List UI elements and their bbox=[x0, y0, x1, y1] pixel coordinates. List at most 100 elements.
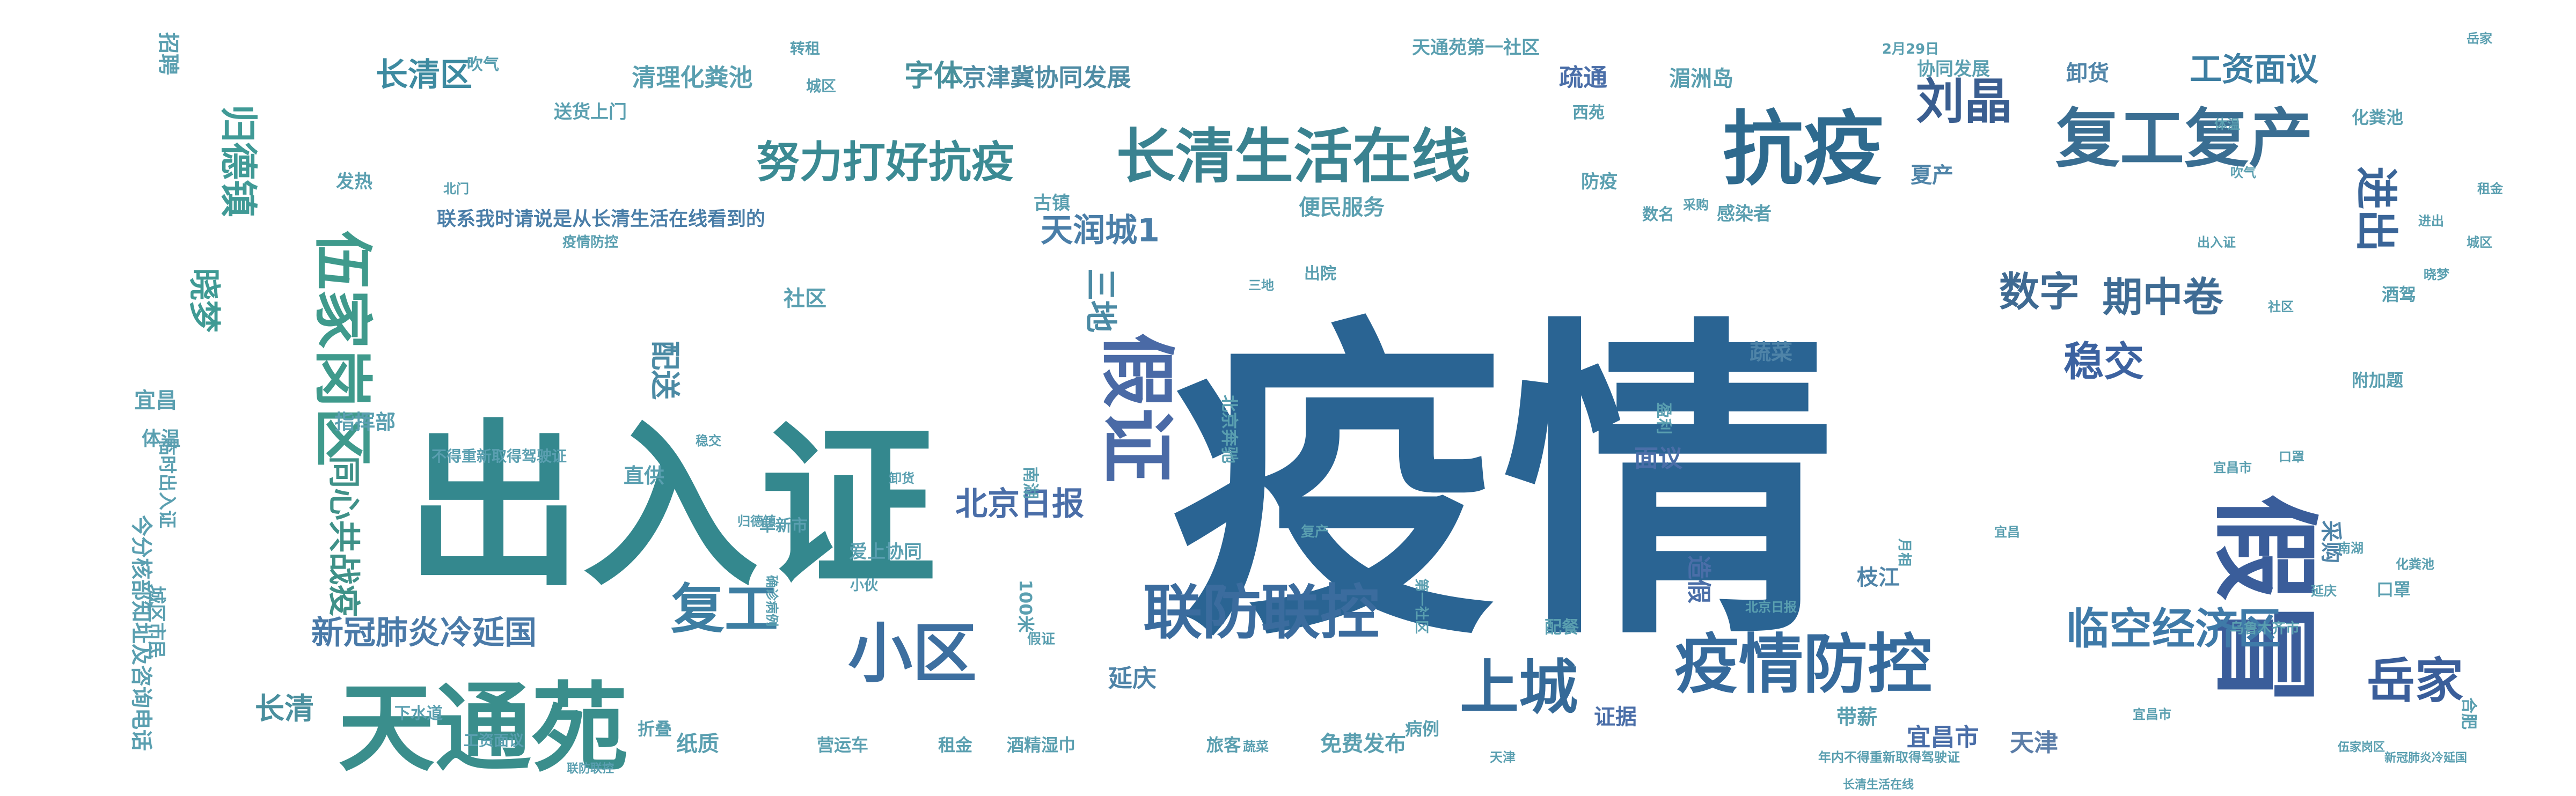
word-cloud-word: 出入证 bbox=[2197, 235, 2236, 250]
word-cloud-word: 字体 bbox=[904, 58, 963, 93]
word-cloud-word: 蔬菜 bbox=[1243, 739, 1269, 754]
word-cloud-word: 造假 bbox=[1685, 555, 1713, 603]
word-cloud-word: 卸货 bbox=[889, 471, 914, 486]
word-cloud-word: 化粪池 bbox=[2352, 107, 2403, 128]
word-cloud-word: 新冠肺炎冷延国 bbox=[311, 614, 537, 652]
word-cloud-word: 阜新市 bbox=[759, 517, 808, 535]
word-cloud-word: 指挥部 bbox=[334, 410, 396, 434]
word-cloud-word: 确诊病例 bbox=[764, 575, 779, 627]
word-cloud-word: 病例 bbox=[1405, 719, 1439, 739]
word-cloud-word: 西苑 bbox=[1572, 104, 1605, 122]
word-cloud-word: 防疫 bbox=[1581, 171, 1618, 193]
word-cloud-word: 送货上门 bbox=[554, 101, 627, 123]
word-cloud-word: 稳交 bbox=[696, 433, 721, 448]
word-cloud-word: 卸货 bbox=[2066, 61, 2109, 86]
word-cloud-word: 努力打好抗疫 bbox=[757, 137, 1014, 187]
word-cloud-word: 化粪池 bbox=[2396, 557, 2434, 572]
word-cloud-word: 宜昌 bbox=[134, 388, 177, 413]
word-cloud-word: 协同发展 bbox=[1917, 58, 1990, 80]
word-cloud-word: 清理化粪池 bbox=[632, 63, 752, 92]
word-cloud-word: 吹气 bbox=[2230, 165, 2256, 180]
word-cloud-word: 乌鲁木齐市 bbox=[2230, 620, 2300, 637]
word-cloud-word: 体温 bbox=[142, 428, 180, 450]
word-cloud-word: 临空经济区 bbox=[2066, 604, 2281, 654]
word-cloud-word: 小区 bbox=[848, 617, 977, 691]
word-cloud-word: 复产 bbox=[1301, 524, 1329, 540]
word-cloud-word: 天津 bbox=[1490, 750, 1516, 765]
word-cloud-word: 南湖 bbox=[2338, 541, 2363, 556]
word-cloud-word: 直供 bbox=[624, 464, 664, 488]
word-cloud-word: 古镇 bbox=[1034, 193, 1070, 214]
word-cloud-word: 年内不得重新取得驾驶证 bbox=[1818, 750, 1960, 765]
word-cloud-word: 长清区 bbox=[376, 56, 472, 94]
word-cloud-word: 城区市民 bbox=[145, 586, 167, 659]
word-cloud-word: 三地 bbox=[1248, 278, 1274, 293]
word-cloud-word: 宜昌 bbox=[1994, 525, 2020, 540]
word-cloud-word: 北京日报 bbox=[955, 485, 1084, 523]
word-cloud-word: 蔬菜 bbox=[1750, 340, 1792, 365]
word-cloud-word: 岳家 bbox=[2367, 653, 2463, 709]
word-cloud-word: 归德镇 bbox=[216, 105, 260, 217]
word-cloud-word: 晓梦 bbox=[2424, 267, 2450, 282]
word-cloud-word: 北京日报 bbox=[1745, 600, 1797, 615]
word-cloud-word: 爱上协同 bbox=[849, 541, 922, 563]
word-cloud-word: 假证 bbox=[1027, 631, 1055, 647]
word-cloud-word: 社区 bbox=[784, 286, 826, 311]
word-cloud-word: 数字 bbox=[1999, 268, 2080, 315]
word-cloud-word: 伍家岗区 bbox=[308, 231, 377, 467]
word-cloud-word: 下水道 bbox=[394, 704, 443, 723]
word-cloud-word: 三地 bbox=[1081, 268, 1119, 333]
word-cloud-word: 稳交 bbox=[2063, 338, 2144, 385]
word-cloud-word: 2月29日 bbox=[1882, 41, 1939, 57]
word-cloud-word: 宜昌市 bbox=[1906, 723, 1979, 751]
word-cloud-word: 宜昌市 bbox=[2213, 460, 2252, 475]
word-cloud-word: 疫情 bbox=[1170, 293, 1835, 680]
word-cloud-word: 小伙 bbox=[850, 578, 879, 594]
word-cloud-word: 采购 bbox=[1683, 197, 1709, 212]
word-cloud-word: 面议 bbox=[1634, 444, 1683, 473]
word-cloud-word: 联防联控 bbox=[1143, 578, 1379, 647]
word-cloud-word: 带薪 bbox=[1836, 705, 1877, 729]
word-cloud-word: 联系我时请说是从长清生活在线看到的 bbox=[437, 208, 765, 230]
word-cloud-word: 归德镇 bbox=[737, 514, 776, 529]
word-cloud-word: 北门 bbox=[443, 181, 469, 196]
word-cloud-word: 转租 bbox=[790, 40, 820, 57]
word-cloud-word: 同心共战疫 bbox=[325, 456, 362, 617]
word-cloud-word: 旅客 bbox=[1206, 735, 1241, 755]
word-cloud-word: 延庆 bbox=[2310, 584, 2337, 599]
word-cloud-word: 岳家 bbox=[2467, 31, 2492, 46]
word-cloud-word: 口罩 bbox=[2279, 449, 2304, 465]
word-cloud-word: 新冠肺炎冷延国 bbox=[2384, 751, 2467, 765]
word-cloud-word: 便民服务 bbox=[1299, 195, 1385, 220]
word-cloud-word: 疫情防控 bbox=[562, 234, 618, 250]
word-cloud-word: 进出 bbox=[2351, 166, 2401, 252]
word-cloud-word: 晓梦 bbox=[185, 268, 223, 333]
word-cloud-word: 配送 bbox=[648, 341, 682, 400]
word-cloud-word: 口罩 bbox=[2376, 579, 2411, 600]
word-cloud-word: 进出 bbox=[2418, 213, 2444, 229]
word-cloud-word: 枝江 bbox=[1857, 565, 1900, 590]
word-cloud-word: 月相 bbox=[1896, 538, 1912, 566]
word-cloud-word: 宜昌市 bbox=[2133, 707, 2171, 722]
word-cloud-word: 疫情防控 bbox=[1674, 628, 1932, 702]
word-cloud-word: 营运车 bbox=[817, 735, 868, 755]
word-cloud-word: 第一社区 bbox=[1413, 578, 1430, 634]
word-cloud-word: 联防联控 bbox=[567, 762, 614, 776]
word-cloud-word: 数名 bbox=[1642, 205, 1674, 224]
word-cloud-word: 附加题 bbox=[2352, 370, 2403, 390]
word-cloud-word: 复工 bbox=[671, 578, 778, 640]
word-cloud-word: 出入证 bbox=[405, 404, 936, 610]
word-cloud-word: 疏通 bbox=[1559, 63, 1607, 92]
word-cloud-word: 酒精湿巾 bbox=[1007, 735, 1075, 755]
word-cloud-word: 长清 bbox=[255, 691, 314, 726]
word-cloud-word: 上城 bbox=[1460, 653, 1578, 722]
word-cloud-word: 社区 bbox=[2268, 299, 2294, 314]
word-cloud-word: 复工复产 bbox=[2055, 102, 2313, 176]
word-cloud-word: 北京奔驰 bbox=[1219, 395, 1240, 463]
word-cloud-word: 发热 bbox=[336, 171, 372, 193]
word-cloud-word: 盈利 bbox=[1654, 402, 1673, 434]
word-cloud-word: 租金 bbox=[938, 735, 973, 755]
word-cloud-word: 南湖 bbox=[1021, 467, 1040, 499]
